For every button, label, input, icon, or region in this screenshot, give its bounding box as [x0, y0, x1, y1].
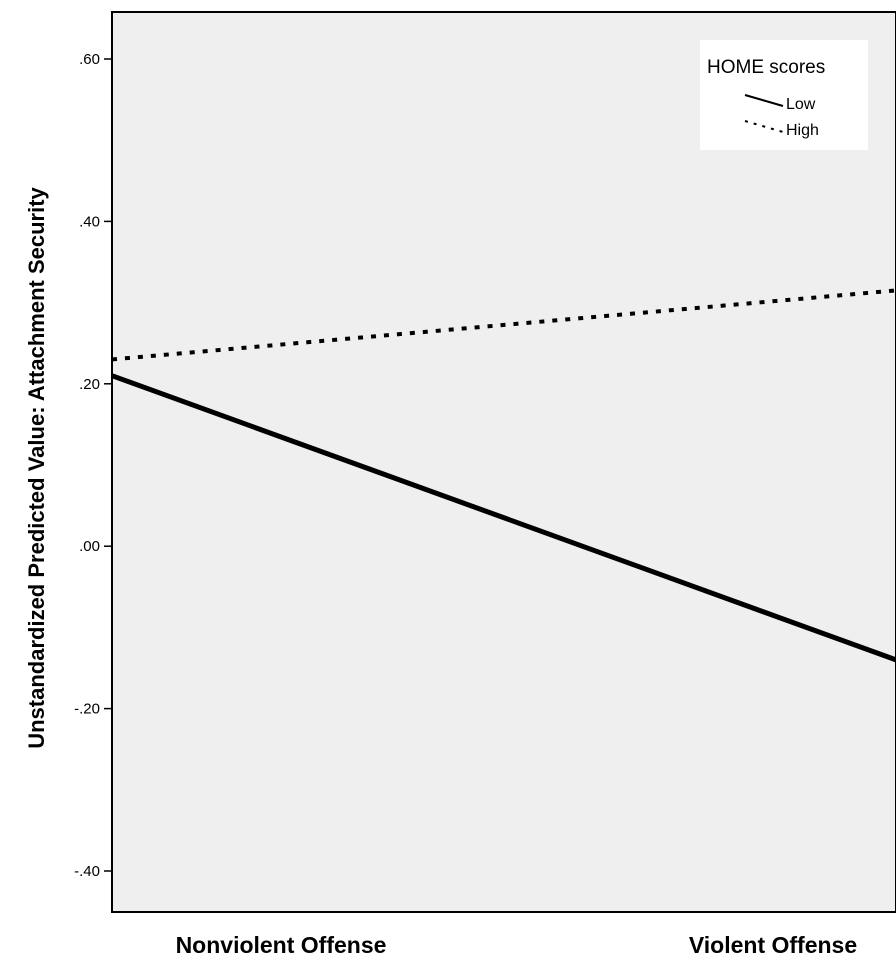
- y-axis-label: Unstandardized Predicted Value: Attachme…: [24, 186, 49, 748]
- series-line-low: [111, 373, 896, 663]
- legend-label-high: High: [786, 122, 819, 139]
- legend-label-low: Low: [786, 96, 816, 113]
- legend-box: [700, 40, 868, 150]
- y-axis: .60 .40 .20 .00 -.20 -.40: [74, 51, 112, 880]
- legend: HOME scores Low High: [700, 40, 868, 150]
- legend-items: Low High: [744, 94, 819, 139]
- y-tick-label: .20: [79, 376, 100, 393]
- series-layer: [111, 288, 896, 663]
- x-category-label: Nonviolent Offense: [176, 932, 387, 958]
- y-tick-label: -.40: [74, 863, 100, 880]
- y-tick-label: .00: [79, 538, 100, 555]
- legend-swatch-high: [744, 120, 784, 133]
- plot-area: [111, 11, 896, 913]
- legend-swatch-low: [744, 94, 784, 107]
- legend-title: HOME scores: [707, 57, 825, 78]
- series-line-high: [111, 288, 896, 362]
- x-category-label: Violent Offense: [689, 932, 857, 958]
- y-tick-label: -.20: [74, 701, 100, 718]
- y-tick-label: .60: [79, 51, 100, 68]
- x-axis: Nonviolent Offense Violent Offense: [176, 932, 858, 958]
- y-tick-label: .40: [79, 213, 100, 230]
